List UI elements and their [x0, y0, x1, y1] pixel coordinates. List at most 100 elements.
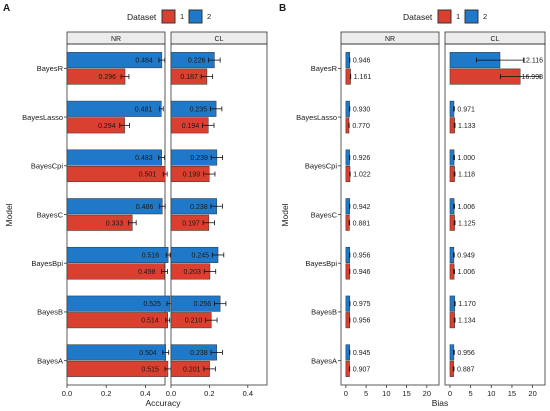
value-label-b-nr-bayesb-series-2: 0.975 [353, 301, 371, 308]
facet-border-a-cl [170, 43, 268, 386]
panel-a-letter: A [3, 3, 10, 14]
panel-a: A Dataset 1 2 Model Accuracy NR CL 0.484… [3, 3, 268, 408]
y-tick-label-a-bayeslasso: BayesLasso [22, 113, 63, 122]
x-tick-label-a-nr-1: 0.2 [101, 389, 111, 398]
value-label-a-nr-bayeslasso-series-2: 0.481 [135, 106, 153, 113]
value-label-a-cl-bayesa-series-1: 0.201 [183, 366, 201, 373]
value-label-b-cl-bayesb-series-1: 1.134 [458, 318, 476, 325]
facet-border-b-cl [444, 43, 546, 386]
value-label-a-nr-bayesa-series-1: 0.515 [141, 366, 159, 373]
legend-b: Dataset 1 2 [403, 9, 487, 24]
y-tick-label-a-bayesa: BayesA [37, 356, 63, 365]
legend-a-label-1: 1 [180, 12, 184, 21]
value-label-b-cl-bayesr-series-2: 12.116 [522, 58, 543, 65]
legend-a-swatch-2 [188, 9, 203, 24]
y-tick-label-b-bayesa: BayesA [311, 356, 337, 365]
y-tick-label-b-bayesc: BayesC [311, 210, 338, 219]
x-tick-label-b-cl-0: 0 [448, 389, 452, 398]
bar-b-nr-bayesr-series-1 [345, 68, 351, 85]
x-tick-label-a-cl-1: 0.2 [204, 389, 214, 398]
legend-b-label-1: 1 [456, 12, 460, 21]
value-label-b-cl-bayesa-series-2: 0.956 [457, 350, 475, 357]
x-axis-title-b: Bias [432, 398, 449, 408]
value-label-a-nr-bayesb-series-1: 0.514 [141, 318, 159, 325]
value-label-b-nr-bayescpi-series-1: 1.022 [353, 172, 371, 179]
y-tick-label-b-bayesb: BayesB [311, 308, 337, 317]
value-label-b-nr-bayesbpi-series-2: 0.956 [353, 252, 371, 259]
x-tick-label-a-cl-0: 0.0 [166, 389, 176, 398]
y-tick-label-b-bayescpi: BayesCpi [305, 162, 337, 171]
value-label-b-cl-bayesbpi-series-1: 1.006 [458, 269, 476, 276]
value-label-b-nr-bayesa-series-1: 0.907 [353, 366, 371, 373]
value-label-b-nr-bayescpi-series-2: 0.926 [353, 155, 371, 162]
value-label-b-cl-bayesa-series-1: 0.887 [457, 366, 475, 373]
y-tick-label-a-bayescpi: BayesCpi [31, 162, 63, 171]
value-label-b-nr-bayesbpi-series-1: 0.946 [353, 269, 371, 276]
value-label-b-cl-bayesb-series-2: 1.170 [458, 301, 476, 308]
x-tick-label-a-cl-2: 0.4 [243, 389, 253, 398]
legend-a: Dataset 1 2 [127, 9, 211, 24]
facet-label-a-nr: NR [111, 36, 121, 43]
value-label-a-cl-bayesc-series-2: 0.238 [190, 204, 208, 211]
value-label-a-nr-bayescpi-series-2: 0.483 [135, 155, 153, 162]
value-label-a-cl-bayescpi-series-2: 0.239 [190, 155, 208, 162]
value-label-a-nr-bayesa-series-2: 0.504 [139, 350, 157, 357]
y-tick-label-b-bayesbpi: BayesBpi [305, 259, 337, 268]
value-label-a-cl-bayescpi-series-1: 0.199 [183, 172, 201, 179]
plot-area-b: 0.946 1.161 0.930 0.770 0.926 1.022 0.942 0.881… [296, 43, 546, 398]
value-label-a-cl-bayeslasso-series-2: 0.235 [190, 106, 208, 113]
value-label-b-cl-bayescpi-series-1: 1.118 [458, 172, 475, 179]
facet-border-a-nr [66, 43, 166, 386]
value-label-a-nr-bayesr-series-1: 0.296 [98, 74, 116, 81]
value-label-a-cl-bayesc-series-1: 0.197 [182, 220, 200, 227]
value-label-a-nr-bayesb-series-2: 0.525 [143, 301, 161, 308]
legend-b-title: Dataset [403, 12, 433, 22]
value-label-b-nr-bayesr-series-1: 1.161 [354, 74, 372, 81]
x-tick-label-b-cl-4: 20 [528, 389, 536, 398]
y-tick-label-a-bayesb: BayesB [37, 308, 63, 317]
value-label-a-cl-bayesr-series-2: 0.226 [188, 58, 206, 65]
facet-border-b-nr [340, 43, 440, 386]
bar-b-nr-bayescpi-series-1 [345, 166, 351, 183]
facet-label-a-cl: CL [215, 36, 224, 43]
panel-b: B Dataset 1 2 Model Bias NR CL 0.946 1.16… [279, 3, 546, 408]
value-label-a-nr-bayesbpi-series-2: 0.516 [142, 252, 160, 259]
legend-a-swatch-1 [161, 9, 176, 24]
value-label-b-cl-bayesc-series-1: 1.125 [458, 220, 476, 227]
legend-b-swatch-1 [437, 9, 452, 24]
y-tick-label-b-bayeslasso: BayesLasso [296, 113, 337, 122]
value-label-b-nr-bayeslasso-series-1: 0.770 [352, 123, 370, 130]
x-tick-label-a-nr-2: 0.4 [140, 389, 150, 398]
plot-area-a: 0.484 0.296 0.481 0.294 0.483 0.501 0.486 0.333… [22, 43, 268, 398]
panel-b-letter: B [279, 3, 286, 14]
facet-label-b-nr: NR [385, 36, 395, 43]
y-tick-label-a-bayesbpi: BayesBpi [31, 259, 63, 268]
x-tick-label-b-nr-1: 5 [364, 389, 368, 398]
y-tick-label-a-bayesr: BayesR [37, 64, 64, 73]
legend-b-swatch-2 [464, 9, 479, 24]
value-label-a-cl-bayesbpi-series-1: 0.203 [183, 269, 201, 276]
value-label-a-cl-bayesa-series-2: 0.238 [190, 350, 208, 357]
value-label-b-cl-bayeslasso-series-1: 1.133 [458, 123, 476, 130]
value-label-a-nr-bayesc-series-1: 0.333 [106, 220, 124, 227]
x-tick-label-b-nr-0: 0 [344, 389, 348, 398]
value-label-a-cl-bayesbpi-series-2: 0.245 [192, 252, 210, 259]
x-tick-label-a-nr-0: 0.0 [62, 389, 72, 398]
value-label-a-cl-bayesb-series-2: 0.256 [194, 301, 212, 308]
value-label-a-cl-bayesb-series-1: 0.210 [185, 318, 203, 325]
value-label-b-cl-bayesc-series-2: 1.006 [458, 204, 476, 211]
value-label-a-cl-bayeslasso-series-1: 0.194 [182, 123, 200, 130]
y-axis-title-b: Model [280, 203, 290, 226]
value-label-b-nr-bayesb-series-1: 0.956 [353, 318, 371, 325]
x-tick-label-b-cl-3: 15 [508, 389, 516, 398]
value-label-b-cl-bayesbpi-series-2: 0.949 [457, 252, 475, 259]
x-tick-label-b-nr-3: 15 [402, 389, 410, 398]
value-label-a-nr-bayesc-series-2: 0.486 [136, 204, 154, 211]
value-label-b-cl-bayeslasso-series-2: 0.971 [457, 106, 475, 113]
value-label-b-cl-bayesr-series-1: 16.998 [522, 74, 544, 81]
y-axis-title-a: Model [4, 203, 14, 226]
bar-a-nr-bayeslasso-series-1 [66, 117, 125, 134]
legend-a-title: Dataset [127, 12, 157, 22]
y-tick-label-b-bayesr: BayesR [311, 64, 338, 73]
